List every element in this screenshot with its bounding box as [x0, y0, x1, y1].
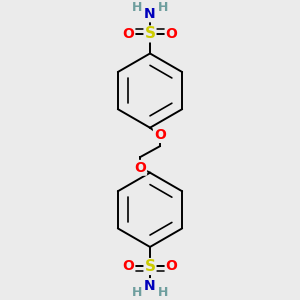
Text: H: H: [158, 286, 168, 299]
Text: O: O: [123, 260, 134, 274]
Text: N: N: [144, 279, 156, 293]
Text: H: H: [132, 1, 142, 14]
Text: H: H: [158, 1, 168, 14]
Text: O: O: [123, 27, 134, 41]
Text: N: N: [144, 8, 156, 21]
Text: S: S: [145, 259, 155, 274]
Text: S: S: [145, 26, 155, 41]
Text: O: O: [134, 161, 146, 175]
Text: O: O: [166, 27, 177, 41]
Text: H: H: [132, 286, 142, 299]
Text: O: O: [166, 260, 177, 274]
Text: O: O: [154, 128, 166, 142]
